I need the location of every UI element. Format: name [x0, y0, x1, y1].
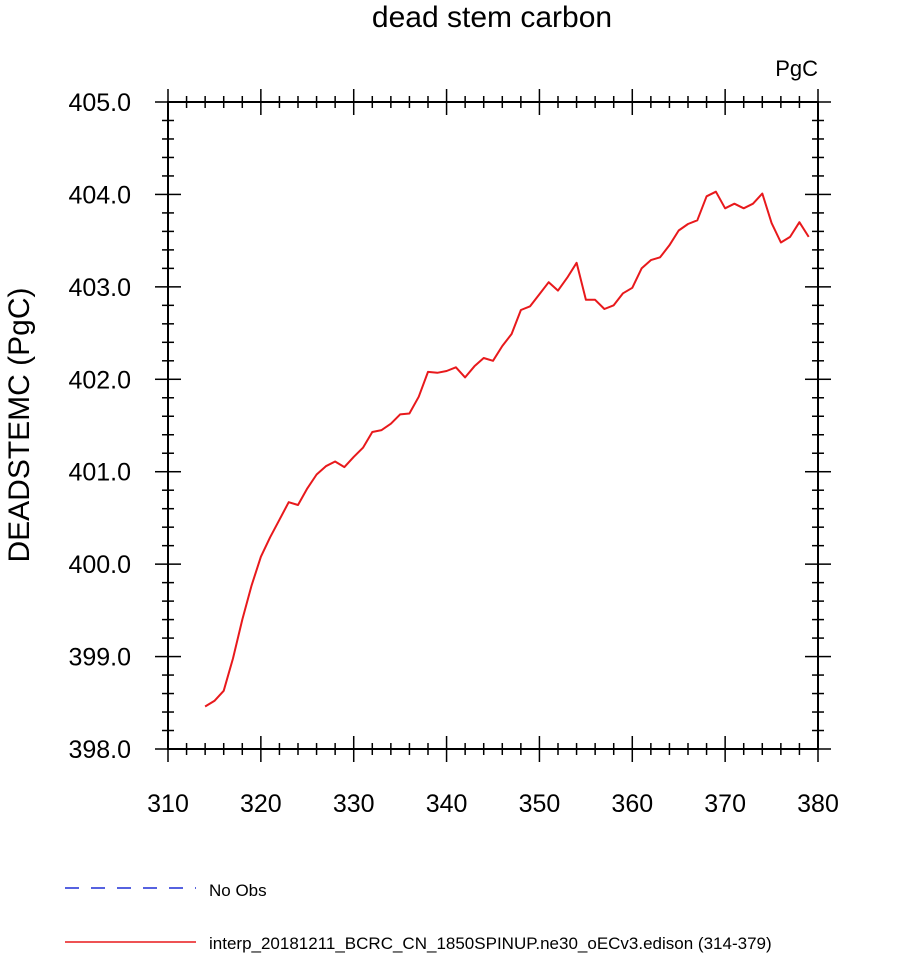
series-line	[204, 190, 810, 708]
x-tick-label: 330	[333, 790, 375, 818]
x-tick-labels: 310 320 330 340 350 360 370 380	[147, 790, 839, 818]
x-tick-label: 350	[519, 790, 561, 818]
x-tick-label: 320	[240, 790, 282, 818]
y-tick-label: 398.0	[68, 736, 131, 764]
series-layer	[204, 190, 810, 708]
legend: No Obs interp_20181211_BCRC_CN_1850SPINU…	[65, 881, 772, 953]
x-tick-label: 360	[611, 790, 653, 818]
y-tick-labels: 398.0 399.0 400.0 401.0 402.0 403.0 404.0 405.0	[68, 89, 131, 764]
x-tick-label: 310	[147, 790, 189, 818]
y-tick-label: 400.0	[68, 551, 131, 579]
y-tick-label: 403.0	[68, 274, 131, 302]
x-tick-label: 380	[797, 790, 839, 818]
y-tick-label: 404.0	[68, 181, 131, 209]
axis-ticks	[155, 89, 831, 762]
legend-label-no-obs: No Obs	[209, 881, 267, 900]
legend-label-model: interp_20181211_BCRC_CN_1850SPINUP.ne30_…	[209, 934, 772, 953]
units-label: PgC	[775, 56, 818, 81]
x-tick-label: 370	[704, 790, 746, 818]
chart-title: dead stem carbon	[372, 1, 612, 34]
x-tick-label: 340	[426, 790, 468, 818]
y-tick-label: 399.0	[68, 644, 131, 672]
y-tick-label: 402.0	[68, 366, 131, 394]
y-axis-label: DEADSTEMC (PgC)	[3, 287, 36, 562]
y-tick-label: 405.0	[68, 89, 131, 117]
y-tick-label: 401.0	[68, 459, 131, 487]
plot-frame	[167, 101, 819, 750]
